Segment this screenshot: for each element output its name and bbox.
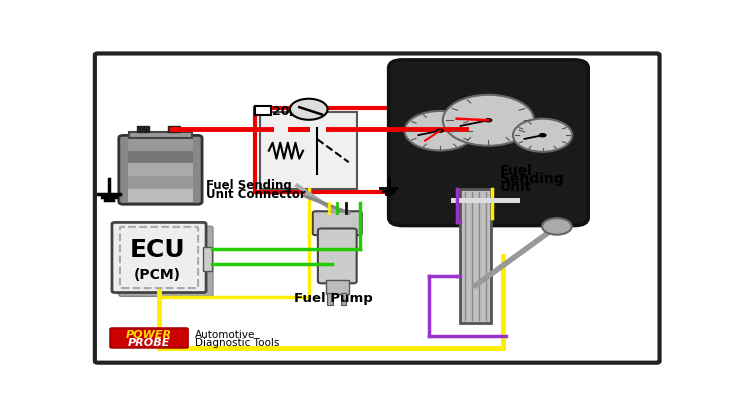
Bar <box>129 133 192 139</box>
Bar <box>128 139 193 151</box>
Circle shape <box>290 100 328 121</box>
Bar <box>451 198 520 204</box>
Bar <box>341 293 347 306</box>
Text: (PCM): (PCM) <box>134 268 181 282</box>
Bar <box>137 127 149 133</box>
Circle shape <box>484 119 492 123</box>
Text: Automotive: Automotive <box>194 330 255 339</box>
FancyBboxPatch shape <box>118 227 213 297</box>
Bar <box>326 280 349 294</box>
Bar <box>460 190 492 323</box>
Bar <box>291 107 307 116</box>
Bar <box>128 164 193 177</box>
Bar <box>168 127 180 133</box>
Text: POWER: POWER <box>126 330 172 339</box>
Text: Unit Connector: Unit Connector <box>206 188 306 201</box>
Text: PROBE: PROBE <box>128 337 170 347</box>
Text: 20: 20 <box>272 105 289 118</box>
Bar <box>128 177 193 190</box>
Circle shape <box>542 218 572 235</box>
FancyBboxPatch shape <box>112 223 206 293</box>
FancyBboxPatch shape <box>389 61 588 226</box>
FancyBboxPatch shape <box>313 212 362 235</box>
Bar <box>128 151 193 164</box>
Circle shape <box>436 129 444 134</box>
FancyBboxPatch shape <box>110 328 188 348</box>
Text: Unit: Unit <box>500 179 532 193</box>
Text: Fuel Sending: Fuel Sending <box>206 178 292 191</box>
Bar <box>261 113 357 190</box>
Text: ECU: ECU <box>130 238 185 262</box>
Circle shape <box>405 112 475 151</box>
FancyBboxPatch shape <box>118 136 202 205</box>
Circle shape <box>539 134 547 138</box>
Text: Fuel Pump: Fuel Pump <box>294 291 373 304</box>
Bar <box>128 190 193 202</box>
Bar <box>255 107 271 116</box>
Bar <box>327 293 333 306</box>
Circle shape <box>513 119 573 152</box>
Bar <box>255 108 466 192</box>
FancyBboxPatch shape <box>318 229 357 284</box>
Text: Diagnostic Tools: Diagnostic Tools <box>194 337 279 347</box>
FancyBboxPatch shape <box>95 55 659 363</box>
Text: Fuel: Fuel <box>500 164 533 178</box>
Text: Sending: Sending <box>500 171 564 185</box>
Circle shape <box>169 128 179 133</box>
Circle shape <box>443 95 534 146</box>
Bar <box>203 248 213 271</box>
